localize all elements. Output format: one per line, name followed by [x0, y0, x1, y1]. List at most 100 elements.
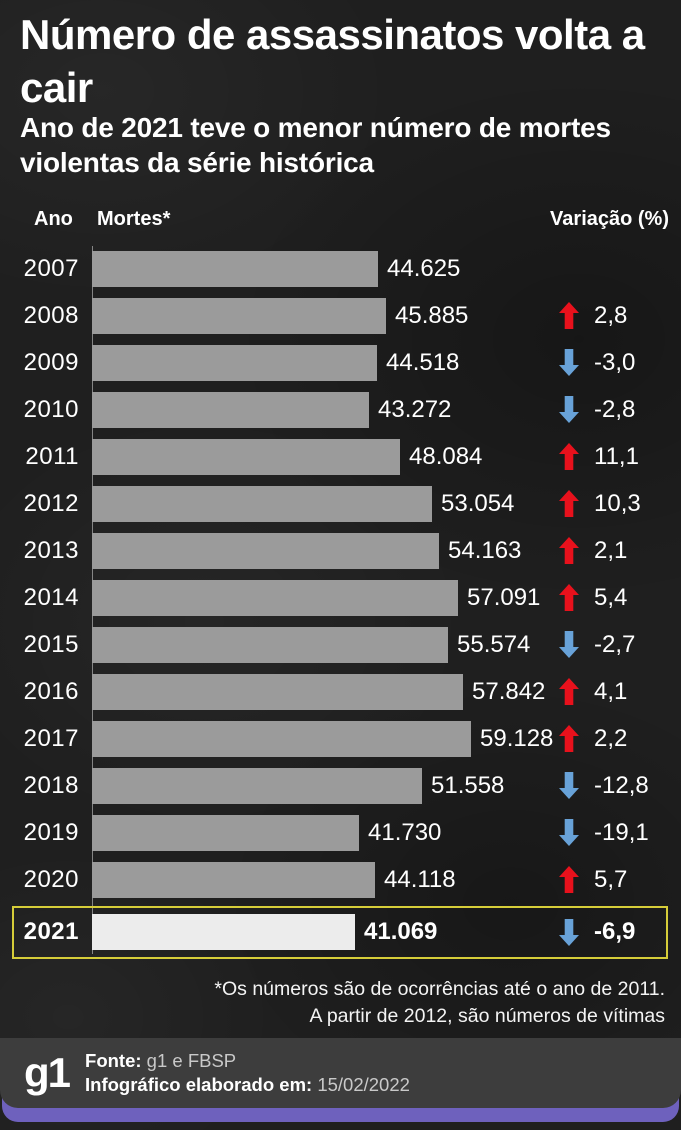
arrow-up-icon — [559, 537, 579, 564]
bar-track: 43.272 — [92, 391, 555, 428]
variation-cell: 2,2 — [555, 725, 681, 753]
chart-row-2018: 2018 51.558 -12,8 — [0, 762, 681, 809]
variation-value: 10,3 — [594, 489, 641, 517]
variation-cell: -6,9 — [555, 918, 681, 946]
year-label: 2019 — [23, 818, 79, 846]
bar-2019 — [92, 814, 359, 851]
bar-2017 — [92, 720, 471, 757]
bar-track: 51.558 — [92, 767, 555, 804]
variation-value: 5,7 — [594, 865, 628, 893]
variation-cell: 5,4 — [555, 584, 681, 612]
value-label: 44.118 — [384, 865, 456, 893]
year-label: 2008 — [23, 301, 79, 329]
bar-track: 44.118 — [92, 861, 555, 898]
source-line: Fonte: g1 e FBSP — [85, 1049, 410, 1073]
year-label: 2020 — [23, 865, 79, 893]
year-label: 2018 — [23, 771, 79, 799]
chart-row-2021: 2021 41.069 -6,9 — [0, 906, 681, 959]
bar-2010 — [92, 391, 369, 428]
footnote: *Os números são de ocorrências até o ano… — [214, 976, 665, 1030]
value-label: 53.054 — [441, 489, 515, 517]
variation-value: -12,8 — [594, 771, 649, 799]
variation-value: 5,4 — [594, 583, 628, 611]
variation-cell: 5,7 — [555, 866, 681, 894]
footnote-line2: A partir de 2012, são números de vítimas — [309, 1005, 665, 1027]
year-label: 2012 — [23, 489, 79, 517]
value-label: 44.518 — [386, 348, 460, 376]
chart-row-2010: 2010 43.272 -2,8 — [0, 386, 681, 433]
bar-chart: 2007 44.625 2008 45.885 2,8 2009 44.518 -3,0 201… — [0, 245, 681, 959]
value-label: 45.885 — [395, 301, 469, 329]
bar-2014 — [92, 579, 458, 616]
chart-row-2011: 2011 48.084 11,1 — [0, 433, 681, 480]
arrow-up-icon — [559, 490, 579, 517]
bar-2009 — [92, 344, 377, 381]
value-label: 51.558 — [431, 771, 505, 799]
year-label: 2021 — [23, 918, 79, 945]
bar-2013 — [92, 532, 439, 569]
variation-cell: 2,1 — [555, 537, 681, 565]
value-label: 54.163 — [448, 536, 522, 564]
bar-2008 — [92, 297, 386, 334]
variation-cell: -12,8 — [555, 772, 681, 800]
footer: g1 Fonte: g1 e FBSP Infográfico elaborad… — [0, 1038, 681, 1108]
year-label: 2010 — [23, 395, 79, 423]
arrow-up-icon — [559, 584, 579, 611]
bar-track: 55.574 — [92, 626, 555, 663]
bar-2007 — [92, 250, 378, 287]
bar-2016 — [92, 673, 463, 710]
variation-cell: -2,7 — [555, 631, 681, 659]
year-label: 2007 — [23, 254, 79, 282]
arrow-down-icon — [559, 819, 579, 846]
year-label: 2015 — [23, 630, 79, 658]
footnote-line1: *Os números são de ocorrências até o ano… — [214, 978, 665, 1000]
arrow-down-icon — [559, 349, 579, 376]
bar-2011 — [92, 438, 400, 475]
chart-row-2016: 2016 57.842 4,1 — [0, 668, 681, 715]
bar-track: 54.163 — [92, 532, 555, 569]
variation-cell: -19,1 — [555, 819, 681, 847]
page-title: Número de assassinatos volta a cair — [20, 11, 645, 111]
chart-row-2012: 2012 53.054 10,3 — [0, 480, 681, 527]
bar-track: 45.885 — [92, 297, 555, 334]
elaborated-line: Infográfico elaborado em: 15/02/2022 — [85, 1073, 410, 1097]
source-value: g1 e FBSP — [146, 1050, 237, 1071]
chart-row-2008: 2008 45.885 2,8 — [0, 292, 681, 339]
bar-2018 — [92, 767, 422, 804]
chart-row-2015: 2015 55.574 -2,7 — [0, 621, 681, 668]
elaborated-label: Infográfico elaborado em: — [85, 1074, 313, 1095]
arrow-up-icon — [559, 725, 579, 752]
year-label: 2013 — [23, 536, 79, 564]
variation-value: -2,7 — [594, 630, 636, 658]
variation-value: 4,1 — [594, 677, 628, 705]
variation-value: 2,2 — [594, 724, 628, 752]
year-label: 2009 — [23, 348, 79, 376]
subtitle: Ano de 2021 teve o menor número de morte… — [20, 112, 611, 178]
variation-value: -6,9 — [594, 918, 636, 945]
bar-2012 — [92, 485, 432, 522]
arrow-up-icon — [559, 443, 579, 470]
source-label: Fonte: — [85, 1050, 142, 1071]
chart-row-2013: 2013 54.163 2,1 — [0, 527, 681, 574]
variation-value: -19,1 — [594, 818, 649, 846]
bar-2021 — [92, 914, 355, 950]
arrow-down-icon — [559, 631, 579, 658]
bar-track: 41.730 — [92, 814, 555, 851]
bar-track: 59.128 — [92, 720, 555, 757]
value-label: 44.625 — [387, 254, 461, 282]
variation-cell: 2,8 — [555, 302, 681, 330]
variation-value: 2,8 — [594, 301, 628, 329]
bar-2015 — [92, 626, 448, 663]
bar-track: 48.084 — [92, 438, 555, 475]
variation-value: -2,8 — [594, 395, 636, 423]
bar-track: 44.625 — [92, 250, 555, 287]
g1-logo: g1 — [24, 1049, 71, 1096]
chart-row-2017: 2017 59.128 2,2 — [0, 715, 681, 762]
arrow-down-icon — [559, 396, 579, 423]
year-label: 2016 — [23, 677, 79, 705]
chart-row-2007: 2007 44.625 — [0, 245, 681, 292]
chart-row-2019: 2019 41.730 -19,1 — [0, 809, 681, 856]
value-label: 57.842 — [472, 677, 546, 705]
bar-track: 41.069 — [92, 914, 555, 950]
